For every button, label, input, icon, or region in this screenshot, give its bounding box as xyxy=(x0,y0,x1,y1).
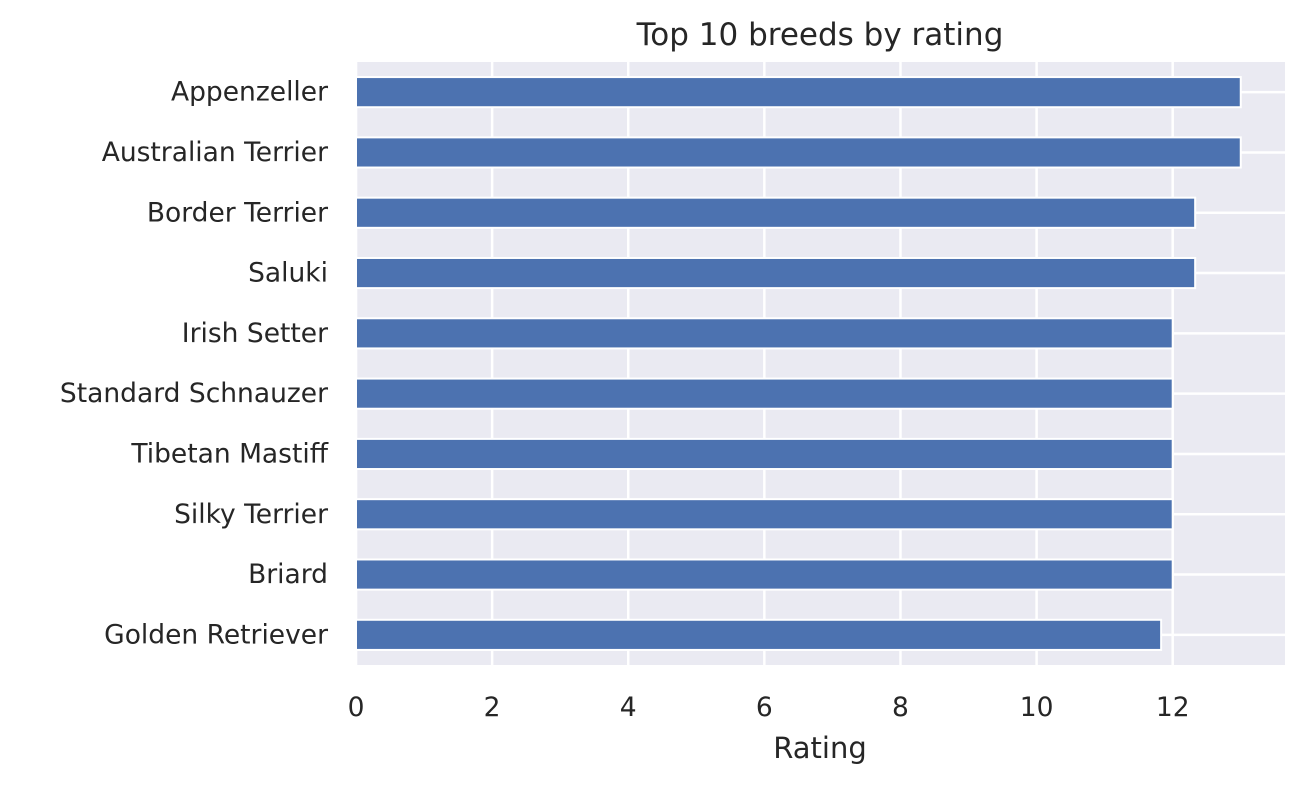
x-tick-label-4: 8 xyxy=(892,692,909,723)
y-tick-label-7: Silky Terrier xyxy=(174,499,328,530)
y-tick-label-3: Saluki xyxy=(248,258,328,289)
bars xyxy=(355,76,1242,651)
x-tick-label-5: 10 xyxy=(1020,692,1054,723)
x-tick-label-1: 2 xyxy=(484,692,501,723)
bar-0 xyxy=(355,76,1242,109)
chart-title: Top 10 breeds by rating xyxy=(636,17,1004,53)
y-tick-label-9: Golden Retriever xyxy=(104,619,328,650)
bar-8 xyxy=(355,558,1174,591)
x-tick-label-6: 12 xyxy=(1156,692,1190,723)
bar-7 xyxy=(355,498,1174,531)
y-tick-label-2: Border Terrier xyxy=(147,197,328,228)
y-tick-label-1: Australian Terrier xyxy=(102,137,328,168)
bar-2 xyxy=(355,196,1197,229)
y-tick-label-4: Irish Setter xyxy=(182,318,328,349)
bar-5 xyxy=(355,377,1174,410)
x-tick-label-3: 6 xyxy=(756,692,773,723)
y-tick-label-0: Appenzeller xyxy=(171,77,328,108)
y-tick-label-8: Briard xyxy=(248,559,328,590)
y-tick-label-5: Standard Schnauzer xyxy=(60,378,328,409)
x-tick-label-2: 4 xyxy=(620,692,637,723)
bar-9 xyxy=(355,618,1163,651)
bar-6 xyxy=(355,437,1174,471)
y-tick-labels: Appenzeller Australian Terrier Border Terr… xyxy=(60,77,329,651)
x-tick-labels: 0 2 4 6 8 10 12 xyxy=(348,692,1190,723)
bar-3 xyxy=(355,256,1197,290)
x-axis-label: Rating xyxy=(773,731,867,765)
x-tick-label-0: 0 xyxy=(348,692,365,723)
bar-4 xyxy=(355,317,1174,350)
y-tick-label-6: Tibetan Mastiff xyxy=(130,438,328,469)
bar-1 xyxy=(355,136,1242,169)
